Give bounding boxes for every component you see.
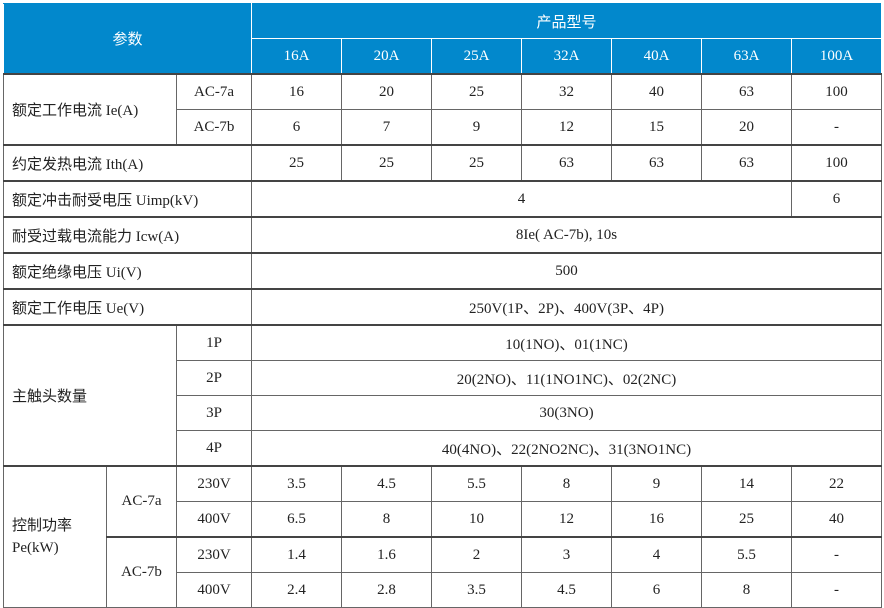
table-cell: 22 <box>791 465 882 502</box>
table-cell: 7 <box>341 109 432 146</box>
category-label: AC-7a <box>106 465 177 538</box>
table-cell: 25 <box>431 144 522 182</box>
table-cell: 3.5 <box>431 572 522 608</box>
table-cell: 100 <box>791 144 882 182</box>
category-label: AC-7a <box>176 73 252 110</box>
main-contacts-label: 主触头数量 <box>3 324 177 467</box>
contact-config: 40(4NO)、22(2NO2NC)、31(3NO1NC) <box>251 430 882 467</box>
table-cell: 4.5 <box>521 572 612 608</box>
model-header: 25A <box>431 38 522 75</box>
table-cell: 12 <box>521 109 612 146</box>
table-cell: 100 <box>791 73 882 110</box>
overload-label: 耐受过载电流能力 Icw(A) <box>3 216 252 254</box>
table-cell: 20 <box>701 109 792 146</box>
operating-voltage-value: 250V(1P、2P)、400V(3P、4P) <box>251 288 882 326</box>
table-cell: 40 <box>611 73 702 110</box>
pole-label: 4P <box>176 430 252 467</box>
category-label: AC-7b <box>176 109 252 146</box>
operating-voltage-label: 额定工作电压 Ue(V) <box>3 288 252 326</box>
model-header: 40A <box>611 38 702 75</box>
table-cell: 14 <box>701 465 792 502</box>
table-cell: 2 <box>431 536 522 573</box>
contact-config: 10(1NO)、01(1NC) <box>251 324 882 361</box>
param-header: 参数 <box>3 3 252 75</box>
rated-current-label: 额定工作电流 Ie(A) <box>3 73 177 146</box>
voltage-label: 400V <box>176 572 252 608</box>
table-cell: 8 <box>521 465 612 502</box>
table-cell: 12 <box>521 501 612 538</box>
table-cell: 3.5 <box>251 465 342 502</box>
model-header: 20A <box>341 38 432 75</box>
table-cell: 6 <box>611 572 702 608</box>
table-cell: 25 <box>251 144 342 182</box>
model-header: 100A <box>791 38 882 75</box>
category-label: AC-7b <box>106 536 177 608</box>
insulation-voltage-label: 额定绝缘电压 Ui(V) <box>3 252 252 290</box>
table-cell: 15 <box>611 109 702 146</box>
voltage-label: 230V <box>176 536 252 573</box>
table-cell: 9 <box>611 465 702 502</box>
table-cell: 4 <box>611 536 702 573</box>
pole-label: 2P <box>176 360 252 396</box>
table-cell: 63 <box>701 73 792 110</box>
pole-label: 3P <box>176 395 252 431</box>
table-cell: 1.6 <box>341 536 432 573</box>
model-header: 63A <box>701 38 792 75</box>
impulse-voltage-label: 额定冲击耐受电压 Uimp(kV) <box>3 180 252 218</box>
table-cell: 20 <box>341 73 432 110</box>
control-power-label-2: Pe(kW) <box>12 540 59 556</box>
table-cell: 63 <box>521 144 612 182</box>
product-model-header: 产品型号 <box>251 3 882 39</box>
table-cell: 16 <box>251 73 342 110</box>
table-cell: - <box>791 109 882 146</box>
table-cell: 8 <box>701 572 792 608</box>
thermal-current-label: 约定发热电流 Ith(A) <box>3 144 252 182</box>
control-power-label-1: 控制功率 <box>12 518 73 534</box>
pole-label: 1P <box>176 324 252 361</box>
table-cell: 25 <box>341 144 432 182</box>
table-cell: 40 <box>791 501 882 538</box>
table-cell: 4.5 <box>341 465 432 502</box>
table-cell: 5.5 <box>431 465 522 502</box>
voltage-label: 400V <box>176 501 252 538</box>
table-cell: - <box>791 572 882 608</box>
table-cell: 2.4 <box>251 572 342 608</box>
table-cell: 63 <box>611 144 702 182</box>
table-cell: 8 <box>341 501 432 538</box>
contact-config: 20(2NO)、11(1NO1NC)、02(2NC) <box>251 360 882 396</box>
table-cell: 25 <box>701 501 792 538</box>
table-cell: - <box>791 536 882 573</box>
voltage-label: 230V <box>176 465 252 502</box>
table-cell: 1.4 <box>251 536 342 573</box>
insulation-voltage-value: 500 <box>251 252 882 290</box>
table-cell: 5.5 <box>701 536 792 573</box>
table-cell: 16 <box>611 501 702 538</box>
table-cell: 63 <box>701 144 792 182</box>
table-cell: 10 <box>431 501 522 538</box>
table-cell: 9 <box>431 109 522 146</box>
table-cell: 6 <box>251 109 342 146</box>
control-power-label: 控制功率 Pe(kW) <box>3 465 107 608</box>
overload-value: 8Ie( AC-7b), 10s <box>251 216 882 254</box>
impulse-voltage-value: 4 <box>251 180 792 218</box>
model-header: 16A <box>251 38 342 75</box>
table-cell: 25 <box>431 73 522 110</box>
model-header: 32A <box>521 38 612 75</box>
table-cell: 6.5 <box>251 501 342 538</box>
table-cell: 3 <box>521 536 612 573</box>
impulse-voltage-100a: 6 <box>791 180 882 218</box>
contact-config: 30(3NO) <box>251 395 882 431</box>
table-cell: 2.8 <box>341 572 432 608</box>
table-cell: 32 <box>521 73 612 110</box>
spec-table: 参数 产品型号 16A 20A 25A 32A 40A 63A 100A 额定工作电流 Ie… <box>3 3 882 608</box>
